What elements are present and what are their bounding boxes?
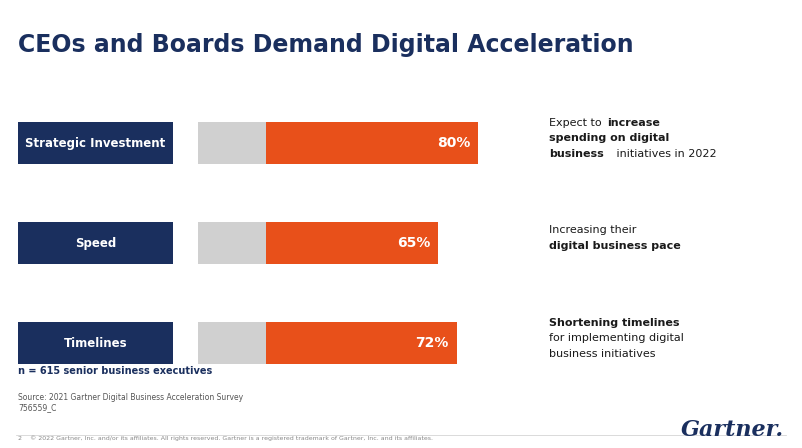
Text: Strategic Investment: Strategic Investment <box>26 137 166 150</box>
Text: Gartner.: Gartner. <box>681 419 784 441</box>
FancyBboxPatch shape <box>266 222 438 264</box>
Text: business: business <box>549 148 604 159</box>
FancyBboxPatch shape <box>198 122 266 164</box>
FancyBboxPatch shape <box>18 122 173 164</box>
Text: Timelines: Timelines <box>63 336 128 349</box>
Text: initiatives in 2022: initiatives in 2022 <box>613 148 717 159</box>
Text: 2    © 2022 Gartner, Inc. and/or its affiliates. All rights reserved. Gartner is: 2 © 2022 Gartner, Inc. and/or its affili… <box>18 435 433 441</box>
Text: Increasing their: Increasing their <box>549 225 636 235</box>
Text: CEOs and Boards Demand Digital Acceleration: CEOs and Boards Demand Digital Accelerat… <box>18 33 634 57</box>
Text: increase: increase <box>607 117 660 128</box>
Text: spending on digital: spending on digital <box>549 133 669 143</box>
Text: 72%: 72% <box>415 336 449 350</box>
Text: Shortening timelines: Shortening timelines <box>549 318 679 327</box>
FancyBboxPatch shape <box>266 322 457 364</box>
Text: Expect to: Expect to <box>549 117 606 128</box>
FancyBboxPatch shape <box>266 122 478 164</box>
Text: Speed: Speed <box>75 237 116 250</box>
Text: digital business pace: digital business pace <box>549 241 681 251</box>
Text: Source: 2021 Gartner Digital Business Acceleration Survey
756559_C: Source: 2021 Gartner Digital Business Ac… <box>18 393 243 413</box>
Text: 80%: 80% <box>436 136 470 150</box>
FancyBboxPatch shape <box>198 222 266 264</box>
FancyBboxPatch shape <box>18 222 173 264</box>
Text: business initiatives: business initiatives <box>549 349 655 358</box>
FancyBboxPatch shape <box>198 322 266 364</box>
Text: n = 615 senior business executives: n = 615 senior business executives <box>18 366 213 376</box>
Text: 65%: 65% <box>397 236 430 250</box>
Text: for implementing digital: for implementing digital <box>549 333 684 343</box>
FancyBboxPatch shape <box>18 322 173 364</box>
